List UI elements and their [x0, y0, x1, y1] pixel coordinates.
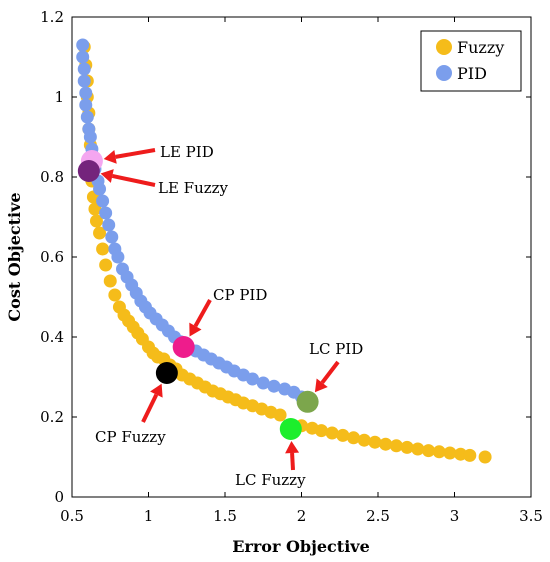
y-tick-label: 1 — [54, 88, 64, 106]
fuzzy-point — [325, 426, 339, 440]
fuzzy-point — [478, 450, 492, 464]
arrow-cp-fuzzy — [141, 393, 159, 423]
pid-point — [256, 376, 270, 390]
y-tick-label: 0.4 — [40, 328, 64, 346]
fuzzy-point — [443, 446, 457, 460]
axis-ticks-layer: 0.5 1 1.5 2 2.5 3 3.5 0 0.2 0.4 0.6 0.8 1 1.2 — [40, 8, 543, 525]
fuzzy-point — [421, 444, 435, 458]
fuzzy-point — [347, 431, 361, 445]
pid-point — [83, 130, 97, 144]
arrow-cp-pid — [193, 299, 212, 328]
highlight-points-layer — [77, 150, 319, 440]
fuzzy-point — [108, 288, 122, 302]
arrow-lc-fuzzy — [290, 452, 295, 471]
fuzzy-point — [389, 439, 403, 453]
annotation-lc-fuzzy: LC Fuzzy — [235, 471, 306, 489]
fuzzy-point — [400, 440, 414, 454]
pid-point — [79, 86, 93, 100]
pid-point — [102, 218, 116, 232]
annotation-arrows-layer — [100, 148, 340, 471]
x-tick-label: 1.5 — [213, 507, 237, 525]
fuzzy-point — [273, 408, 287, 422]
highlight-le-fuzzy — [77, 160, 100, 182]
arrowhead-lc-pid — [314, 378, 328, 393]
pid-point — [77, 62, 91, 76]
legend-marker-fuzzy — [436, 39, 452, 55]
y-tick-label: 0.2 — [40, 408, 64, 426]
y-axis-label: Cost Objective — [5, 192, 24, 321]
arrowhead-le-fuzzy — [100, 169, 114, 183]
arrowhead-cp-fuzzy — [150, 383, 163, 398]
y-tick-label: 1.2 — [40, 8, 64, 26]
x-axis-label: Error Objective — [232, 537, 370, 556]
highlight-cp-pid — [172, 336, 195, 358]
fuzzy-point — [99, 258, 113, 272]
pid-point — [105, 230, 119, 244]
x-tick-label: 3.5 — [519, 507, 543, 525]
x-tick-label: 2.5 — [366, 507, 390, 525]
arrow-lc-pid — [320, 360, 340, 384]
x-tick-label: 2 — [297, 507, 307, 525]
legend-label-pid: PID — [457, 64, 487, 83]
pid-point — [246, 372, 260, 386]
pid-point — [76, 38, 90, 52]
fuzzy-point — [96, 242, 110, 256]
arrowhead-cp-pid — [189, 322, 202, 337]
fuzzy-point — [432, 445, 446, 459]
y-tick-label: 0.6 — [40, 248, 64, 266]
legend: Fuzzy PID — [420, 30, 522, 92]
annotation-cp-pid: CP PID — [213, 286, 267, 304]
x-tick-label: 3 — [450, 507, 460, 525]
pid-point — [77, 74, 91, 88]
fuzzy-point — [357, 433, 371, 447]
fuzzy-point — [89, 214, 103, 228]
x-tick-label: 1 — [144, 507, 154, 525]
arrow-le-pid — [115, 148, 156, 159]
fuzzy-point — [368, 435, 382, 449]
annotation-le-fuzzy: LE Fuzzy — [158, 179, 229, 197]
pid-point — [80, 110, 94, 124]
fuzzy-point — [93, 226, 107, 240]
y-tick-label: 0.8 — [40, 168, 64, 186]
fuzzy-point — [103, 274, 117, 288]
highlight-cp-fuzzy — [155, 362, 178, 384]
legend-box — [420, 30, 522, 92]
pid-point — [93, 182, 107, 196]
pid-point — [99, 206, 113, 220]
pid-point — [111, 250, 125, 264]
legend-marker-pid — [436, 65, 452, 81]
arrowhead-le-pid — [103, 149, 117, 164]
annotation-cp-fuzzy: CP Fuzzy — [95, 428, 166, 446]
fuzzy-point — [336, 428, 350, 442]
fuzzy-point — [379, 437, 393, 451]
pid-point — [76, 50, 90, 64]
x-tick-label: 0.5 — [60, 507, 84, 525]
pid-point — [267, 379, 281, 393]
arrowhead-lc-fuzzy — [285, 440, 300, 454]
legend-label-fuzzy: Fuzzy — [457, 38, 504, 57]
fuzzy-point — [463, 448, 477, 462]
highlight-lc-fuzzy — [279, 418, 302, 440]
arrow-le-fuzzy — [111, 174, 156, 187]
annotation-lc-pid: LC PID — [309, 340, 363, 358]
pid-point — [79, 98, 93, 112]
fuzzy-point — [314, 424, 328, 438]
data-points-layer — [76, 38, 492, 464]
fuzzy-point — [411, 442, 425, 456]
highlight-lc-pid — [296, 390, 319, 413]
annotation-le-pid: LE PID — [160, 143, 214, 161]
y-tick-label: 0 — [54, 488, 64, 506]
pid-point — [96, 194, 110, 208]
